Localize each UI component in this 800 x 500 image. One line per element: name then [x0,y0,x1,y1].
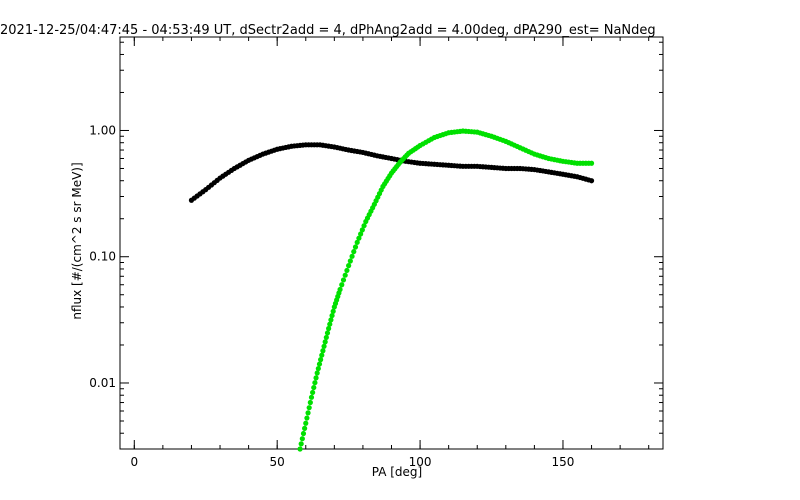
data-point [298,441,304,447]
data-point [337,286,343,293]
x-axis-label: PA [deg] [372,465,422,479]
data-point [588,178,595,184]
data-point [352,244,359,250]
data-point [311,384,317,391]
plot-frame [119,36,664,450]
data-point [344,267,350,274]
data-point [340,277,347,283]
data-point [330,308,336,314]
data-point [310,389,316,396]
data-point [329,312,335,319]
data-point [308,394,315,400]
y-tick-label: 1.00 [89,123,116,137]
data-point [351,249,357,255]
data-point [346,263,352,269]
data-point [327,321,333,327]
data-point [328,317,334,323]
y-axis-label: nflux [#/(cm^2 s sr MeV)] [70,162,84,319]
data-point [306,405,312,411]
data-point [297,446,303,452]
data-point [316,361,323,367]
data-point [314,370,320,376]
data-point [312,380,318,386]
data-point [302,425,308,431]
data-point [342,272,348,278]
data-point [300,430,307,437]
data-point [359,227,365,233]
data-point [354,239,360,245]
series-1 [297,128,595,452]
data-point [299,436,305,442]
data-point [313,375,319,381]
data-point [326,325,332,332]
chart-title: 2021-12-25/04:47:45 - 04:53:49 UT, dSect… [0,23,656,38]
x-tick-label: 150 [552,455,575,469]
data-point [323,334,329,341]
data-point [319,352,325,358]
data-point [356,235,362,241]
x-tick-label: 0 [130,455,138,469]
data-point [320,348,326,354]
data-point [307,399,313,406]
data-point [305,410,311,416]
data-point [588,160,595,166]
axes: 0 50 100 150 0.01 0.10 1.00 [89,36,664,469]
data-point [349,253,355,259]
series-0 [188,142,595,203]
data-point [318,357,324,363]
data-point [315,365,321,372]
x-tick-label: 50 [270,455,285,469]
data-point [358,231,364,237]
data-point [347,258,353,264]
data-point [321,343,327,349]
data-point [304,415,310,421]
data-series [188,128,595,452]
y-tick-label: 0.01 [89,376,116,390]
data-point [324,330,331,336]
data-point [322,339,328,345]
x-tick-label: 100 [409,455,432,469]
data-point [361,223,367,229]
data-point [303,420,309,426]
data-point [339,282,345,288]
y-tick-label: 0.10 [89,250,116,264]
